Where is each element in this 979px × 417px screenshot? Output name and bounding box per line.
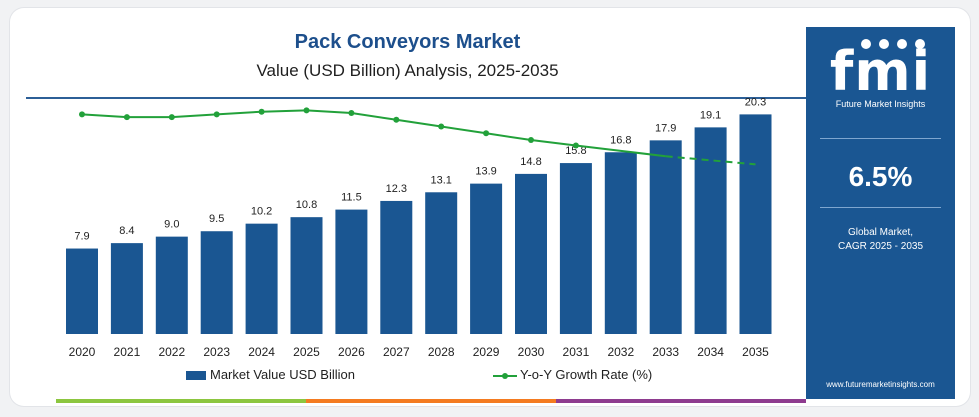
bar-value-label-2031: 15.8 <box>565 145 586 157</box>
bar-value-label-2028: 13.1 <box>430 174 451 186</box>
title-divider <box>26 97 806 99</box>
bar-value-label-2029: 13.9 <box>475 166 496 178</box>
legend-label-growth-rate: Y-o-Y Growth Rate (%) <box>520 367 653 382</box>
x-tick-2022: 2022 <box>158 345 185 359</box>
bar-value-label-2030: 14.8 <box>520 156 541 168</box>
bar-value-label-2026: 11.5 <box>341 192 362 204</box>
x-tick-2031: 2031 <box>563 345 590 359</box>
bar-2035 <box>739 114 772 335</box>
x-tick-2034: 2034 <box>697 345 724 359</box>
legend-swatch-line <box>493 372 517 379</box>
bar-2030 <box>515 173 547 334</box>
bar-2031 <box>559 163 592 334</box>
bar-value-label-2020: 7.9 <box>74 231 89 243</box>
bar-2024 <box>245 223 278 334</box>
bar-2020 <box>66 248 98 334</box>
x-tick-2026: 2026 <box>338 345 365 359</box>
x-tick-2024: 2024 <box>248 345 275 359</box>
bottom-stripe-orange <box>306 399 556 403</box>
x-tick-2035: 2035 <box>742 345 769 359</box>
bar-2021 <box>110 243 143 334</box>
x-tick-2020: 2020 <box>69 345 96 359</box>
chart-legend: Market Value USD Billion Y-o-Y Growth Ra… <box>10 367 805 385</box>
bar-2025 <box>290 217 323 334</box>
growth-line-solid <box>81 109 666 158</box>
bar-2034 <box>694 127 727 334</box>
x-tick-2021: 2021 <box>114 345 141 359</box>
bar-value-label-2024: 10.2 <box>251 206 272 218</box>
bar-2023 <box>200 231 233 334</box>
bar-2028 <box>425 192 458 334</box>
cagr-label-line1: Global Market, <box>847 227 914 238</box>
x-tick-2033: 2033 <box>652 345 679 359</box>
side-panel: fmi Future Market Insights 6.5% Global M… <box>806 27 955 399</box>
legend-swatch-bar <box>186 371 206 381</box>
bar-value-label-2025: 10.8 <box>296 199 317 211</box>
x-tick-2027: 2027 <box>383 345 410 359</box>
bar-2026 <box>335 209 368 334</box>
website-link[interactable]: www.futuremarketinsights.com <box>826 380 935 389</box>
growth-point-2026 <box>348 110 355 117</box>
chart-subtitle: Value (USD Billion) Analysis, 2025-2035 <box>256 61 559 80</box>
chart-plot: 7.9 2020 8.4 2021 9.0 2022 9.5 2023 10.2 2024 10.8… <box>66 96 772 359</box>
bar-value-label-2032: 16.8 <box>610 134 631 146</box>
bar-value-label-2022: 9.0 <box>164 219 179 231</box>
panel-divider-top <box>820 138 941 139</box>
cagr-label-line2: CAGR 2025 - 2035 <box>837 241 924 252</box>
growth-point-2027 <box>393 116 400 123</box>
growth-point-2025 <box>303 107 310 114</box>
bar-2027 <box>380 200 413 334</box>
chart-card: Pack Conveyors Market Value (USD Billion… <box>10 8 970 406</box>
growth-line-dashed <box>665 155 756 166</box>
fmi-logo: fmi <box>829 40 932 103</box>
growth-point-2021 <box>123 114 130 121</box>
bar-2029 <box>470 183 503 334</box>
x-tick-2023: 2023 <box>203 345 230 359</box>
chart-title: Pack Conveyors Market <box>294 31 521 53</box>
bar-2032 <box>604 152 637 334</box>
growth-point-2023 <box>213 111 220 118</box>
x-tick-2025: 2025 <box>293 345 320 359</box>
bottom-stripe-green <box>56 399 306 403</box>
legend-item-market-value: Market Value USD Billion <box>186 367 355 382</box>
legend-label-market-value: Market Value USD Billion <box>210 367 355 382</box>
x-tick-2028: 2028 <box>428 345 455 359</box>
bar-value-label-2034: 19.1 <box>700 109 721 121</box>
bar-2022 <box>155 236 188 334</box>
cagr-label: Global Market, CAGR 2025 - 2035 <box>806 226 955 254</box>
growth-point-2020 <box>79 111 85 118</box>
bar-2033 <box>649 140 682 334</box>
growth-point-2030 <box>528 137 534 144</box>
logo-dots-icon <box>861 39 925 49</box>
growth-point-2022 <box>168 114 175 121</box>
bar-value-label-2033: 17.9 <box>655 122 676 134</box>
bar-value-label-2021: 8.4 <box>119 225 134 237</box>
growth-point-2029 <box>483 130 490 137</box>
bar-value-label-2035: 20.3 <box>745 96 766 108</box>
panel-divider-middle <box>820 207 941 208</box>
bar-value-label-2023: 9.5 <box>209 213 224 225</box>
growth-point-2024 <box>258 108 265 115</box>
legend-item-growth-rate: Y-o-Y Growth Rate (%) <box>492 367 652 382</box>
x-tick-2032: 2032 <box>607 345 634 359</box>
cagr-value: 6.5% <box>848 161 913 192</box>
bar-value-label-2027: 12.3 <box>386 183 407 195</box>
growth-point-2031 <box>572 142 579 149</box>
x-tick-2030: 2030 <box>518 345 545 359</box>
logo-caption: Future Market Insights <box>835 99 926 109</box>
x-tick-2029: 2029 <box>473 345 500 359</box>
growth-point-2028 <box>438 123 445 130</box>
bottom-stripe-purple <box>556 399 806 403</box>
